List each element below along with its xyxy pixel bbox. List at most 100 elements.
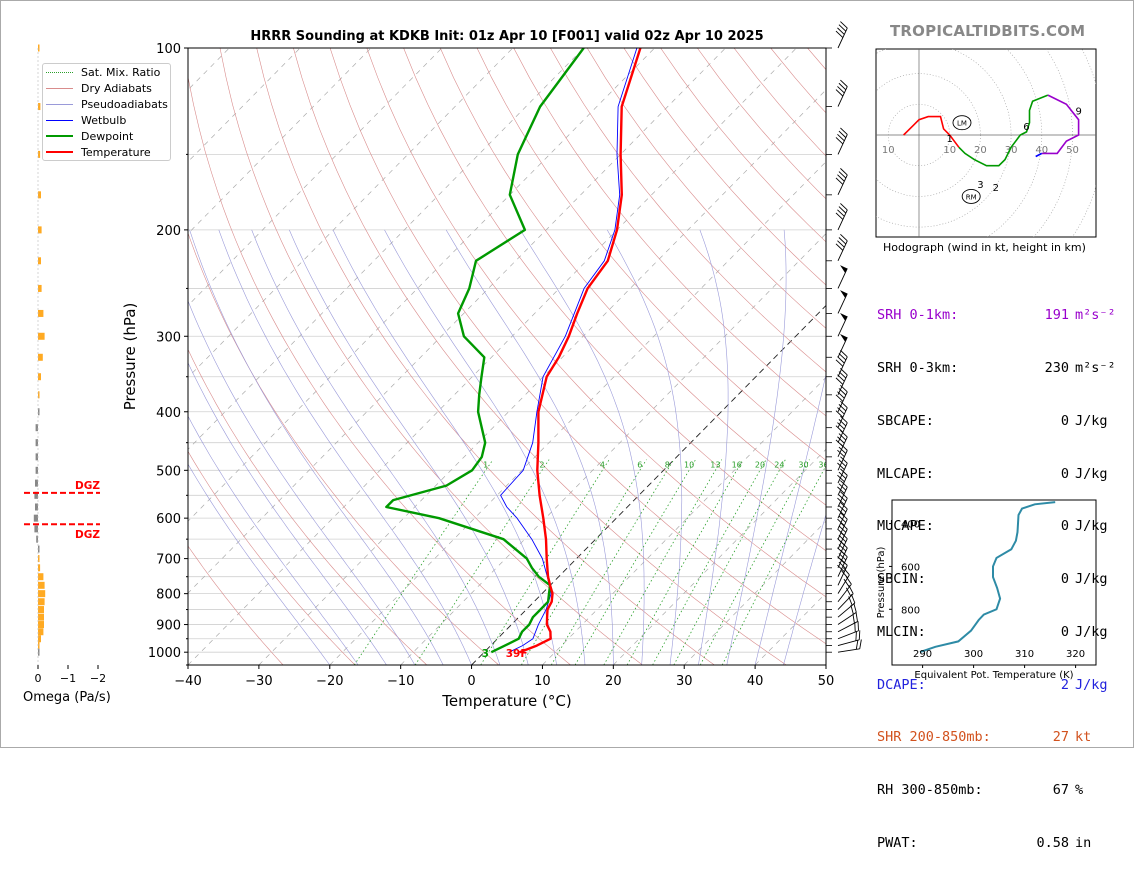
barb-flag	[835, 137, 844, 144]
omega-bar	[38, 103, 40, 110]
barb-flag	[836, 498, 845, 505]
hodograph-frame	[876, 49, 1096, 237]
mixing-ratio-label: 6	[637, 460, 642, 469]
stat-value: 2	[1009, 677, 1069, 695]
hodograph-caption: Hodograph (wind in kt, height in km)	[883, 241, 1086, 254]
mixing-ratio-label: 36	[818, 460, 828, 469]
barb-flag	[836, 28, 845, 35]
stat-label: SRH 0-3km:	[877, 360, 1009, 378]
wind-barb-staff	[831, 290, 848, 313]
hodograph-ring-label: 10	[943, 145, 956, 156]
dgz-label: DGZ	[75, 480, 100, 492]
stat-value: 0	[1009, 571, 1069, 589]
hodograph-ring-label: 20	[974, 145, 987, 156]
stat-label: MLCIN:	[877, 624, 1009, 642]
dry-adiabat-line	[367, 48, 930, 665]
x-tick-label: −30	[245, 674, 272, 689]
barb-flag	[838, 207, 847, 214]
dry-adiabat-line	[257, 48, 715, 665]
y-tick-label: 900	[156, 619, 181, 634]
dry-adiabat-line	[183, 48, 570, 665]
stat-value: 67	[1009, 782, 1069, 800]
y-tick-label: 200	[156, 224, 181, 239]
omega-bar	[38, 598, 45, 605]
stat-value: 0	[1009, 466, 1069, 484]
omega-bar	[36, 453, 38, 460]
hodograph-height-label: 6	[1023, 122, 1029, 133]
mixing-ratio-label: 16	[732, 460, 742, 469]
omega-bar	[38, 310, 43, 317]
mixing-ratio-label: 24	[774, 460, 784, 469]
x-tick-label: 30	[676, 674, 693, 689]
omega-bar	[36, 424, 38, 431]
dgz-label: DGZ	[75, 529, 100, 541]
mixing-ratio-line	[354, 460, 493, 665]
barb-flag	[839, 430, 848, 437]
y-tick-label: 600	[156, 512, 181, 527]
barb-flag	[838, 25, 847, 32]
moist-adiabat-line	[289, 230, 528, 665]
barb-flag	[857, 630, 862, 639]
mixing-ratio-line	[674, 460, 786, 665]
mixing-ratio-label: 13	[710, 460, 720, 469]
barb-flag	[836, 519, 845, 526]
barb-flag	[835, 244, 844, 251]
stat-label: SBCAPE:	[877, 413, 1009, 431]
x-tick-label: −10	[387, 674, 414, 689]
barb-flag	[839, 203, 848, 210]
wind-barb	[831, 290, 848, 313]
barb-flag	[838, 506, 847, 513]
wind-barb-staff	[830, 80, 849, 106]
barb-flag	[836, 375, 845, 382]
mixing-ratio-line	[700, 460, 809, 665]
legend-swatch	[46, 151, 73, 153]
barb-flag	[838, 131, 847, 138]
barb-flag	[835, 395, 844, 402]
wind-barb	[830, 385, 849, 411]
wind-barb-staff	[830, 385, 849, 411]
wind-barb	[830, 350, 849, 376]
wind-barb-staff	[831, 265, 848, 288]
barb-flag	[839, 80, 848, 87]
dry-adiabat-line	[330, 48, 858, 665]
storm-motion-label: LM	[957, 120, 967, 128]
stat-unit: J/kg	[1069, 571, 1108, 589]
stat-label: MUCAPE:	[877, 518, 1009, 536]
omega-bar	[38, 354, 43, 361]
omega-bar	[35, 503, 38, 510]
stat-label: SHR 200-850mb:	[877, 729, 1009, 747]
omega-axis-label: Omega (Pa/s)	[23, 690, 111, 705]
moist-adiabat-line	[163, 230, 415, 665]
barb-flag	[839, 168, 848, 175]
wind-barb	[831, 576, 853, 601]
legend-label: Dewpoint	[81, 130, 133, 143]
barb-flag	[836, 392, 845, 399]
x-axis-label: Temperature (°C)	[441, 692, 571, 710]
barb-flag	[836, 509, 845, 516]
barb-flag	[858, 639, 862, 648]
wind-barb-staff	[830, 128, 849, 154]
y-tick-label: 300	[156, 330, 181, 345]
hodograph-height-label: 3	[977, 180, 983, 191]
legend-item: Dewpoint	[46, 129, 170, 145]
omega-bar	[38, 621, 44, 628]
hodograph-ring-label: 10	[882, 145, 895, 156]
legend-swatch	[46, 104, 73, 105]
stat-unit: J/kg	[1069, 624, 1108, 642]
storm-motion-label: RM	[966, 193, 977, 201]
moist-adiabat-line	[333, 230, 557, 665]
barb-flag	[838, 237, 847, 244]
stat-unit: m²s⁻²	[1069, 360, 1116, 378]
omega-bar	[38, 333, 45, 340]
barb-flag	[836, 86, 845, 93]
mixing-ratio-label: 1	[483, 460, 488, 469]
barb-flag	[838, 172, 847, 179]
omega-bar	[34, 525, 38, 532]
barb-flag	[839, 22, 848, 29]
barb-flag	[838, 434, 847, 441]
